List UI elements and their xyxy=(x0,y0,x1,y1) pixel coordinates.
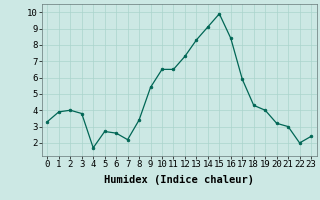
X-axis label: Humidex (Indice chaleur): Humidex (Indice chaleur) xyxy=(104,175,254,185)
